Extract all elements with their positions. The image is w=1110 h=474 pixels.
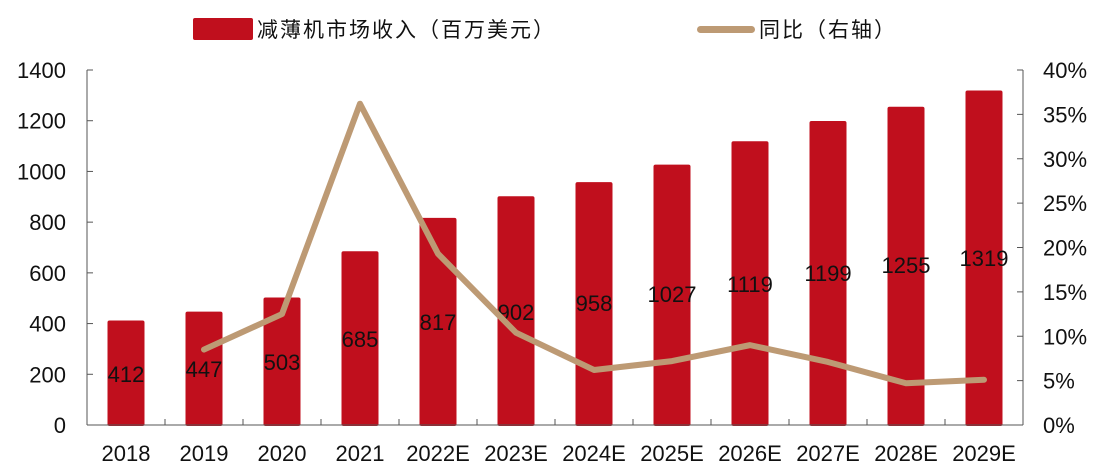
bar-data-label: 685: [342, 327, 379, 352]
bar-data-label: 412: [108, 362, 145, 387]
bar-data-label: 1119: [727, 272, 773, 297]
bar-data-label: 503: [264, 350, 301, 375]
x-tick-label: 2019: [180, 441, 229, 466]
bar: [341, 251, 379, 426]
bar-data-label: 1027: [648, 282, 697, 307]
bar-swatch-icon: [193, 18, 253, 40]
left-tick-label: 0: [54, 413, 66, 438]
x-tick-label: 2026E: [718, 441, 782, 466]
left-tick-label: 1400: [17, 58, 66, 83]
chart-legend: 减薄机市场收入（百万美元） 同比（右轴）: [0, 14, 1110, 44]
line-series: [201, 100, 987, 387]
bar: [419, 217, 457, 426]
bar: [263, 297, 301, 426]
x-tick-label: 2023E: [484, 441, 548, 466]
yoy-line: [201, 100, 987, 387]
left-tick-label: 600: [29, 261, 66, 286]
right-tick-label: 15%: [1043, 280, 1087, 305]
legend-item-yoy: 同比（右轴）: [697, 14, 897, 44]
x-tick-label: 2028E: [874, 441, 938, 466]
bar: [731, 141, 769, 426]
bar: [185, 311, 223, 426]
right-tick-label: 20%: [1043, 236, 1087, 261]
x-tick-label: 2021: [336, 441, 385, 466]
bar-data-label: 817: [420, 310, 457, 335]
right-tick-label: 0%: [1043, 413, 1075, 438]
bar-data-label: 1255: [882, 253, 931, 278]
left-tick-label: 200: [29, 362, 66, 387]
left-tick-label: 1200: [17, 109, 66, 134]
axes: 0 200 400 600 800 1000 1200 1400 0% 5% 10% 15% 20% 25…: [17, 58, 1087, 466]
legend-label-revenue: 减薄机市场收入（百万美元）: [257, 18, 556, 42]
x-tick-label: 2022E: [406, 441, 470, 466]
x-tick-label: 2027E: [796, 441, 860, 466]
bar-data-label: 958: [576, 291, 613, 316]
bar: [809, 120, 847, 426]
bar: [887, 106, 925, 427]
bar: [965, 90, 1003, 427]
line-swatch-icon: [697, 25, 755, 33]
x-tick-label: 2024E: [562, 441, 626, 466]
x-tick-label: 2018: [102, 441, 151, 466]
right-tick-label: 35%: [1043, 102, 1087, 127]
left-tick-label: 1000: [17, 159, 66, 184]
bar-data-label: 1319: [960, 246, 1009, 271]
right-tick-label: 40%: [1043, 58, 1087, 83]
left-tick-label: 800: [29, 210, 66, 235]
right-tick-label: 25%: [1043, 191, 1087, 216]
right-tick-label: 10%: [1043, 324, 1087, 349]
bar-data-label: 1199: [804, 261, 851, 286]
x-tick-label: 2020: [258, 441, 307, 466]
legend-label-yoy: 同比（右轴）: [759, 18, 897, 42]
bar: [107, 320, 145, 426]
right-tick-label: 5%: [1043, 369, 1075, 394]
bar: [497, 196, 535, 426]
x-tick-label: 2029E: [952, 441, 1016, 466]
left-tick-label: 400: [29, 312, 66, 337]
legend-item-revenue: 减薄机市场收入（百万美元）: [193, 14, 556, 44]
x-tick-label: 2025E: [640, 441, 704, 466]
right-tick-label: 30%: [1043, 147, 1087, 172]
bar-data-label: 447: [186, 357, 223, 382]
bar-series: [107, 90, 1003, 427]
